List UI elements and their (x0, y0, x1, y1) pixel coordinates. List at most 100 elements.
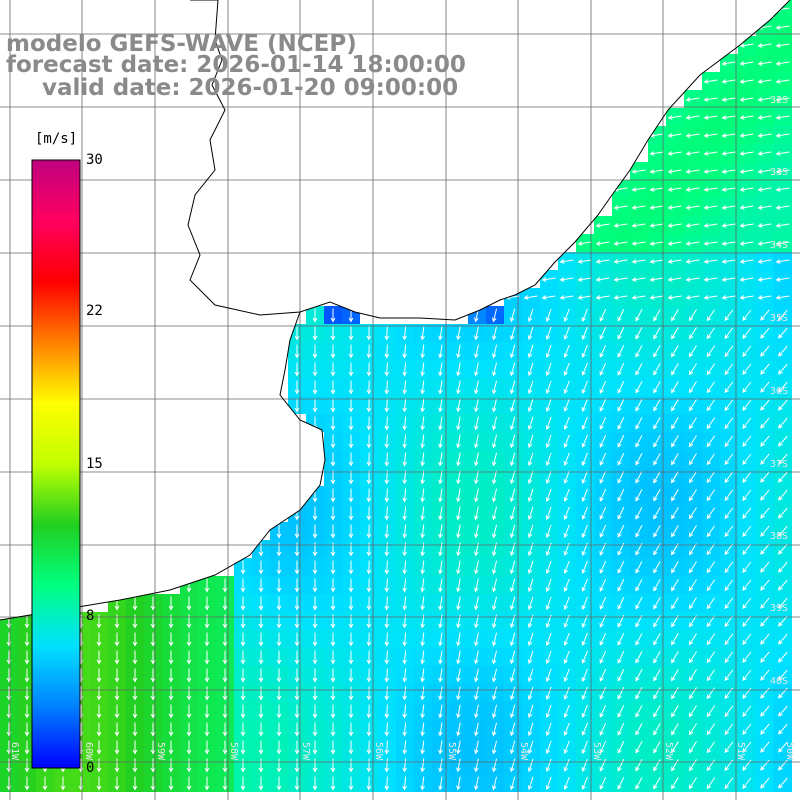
wind-arrow (348, 722, 354, 737)
wind-arrow (631, 187, 646, 192)
wind-arrow (312, 578, 318, 593)
wind-arrow (742, 507, 752, 519)
wind-arrow (294, 632, 300, 647)
wind-arrow (757, 151, 772, 156)
wind-arrow (527, 596, 534, 611)
wind-arrow (474, 470, 479, 485)
wind-arrow (348, 524, 354, 539)
wind-arrow (402, 704, 408, 719)
wind-arrow (294, 758, 300, 773)
wind-arrow (312, 776, 318, 791)
wind-arrow (402, 686, 408, 701)
wind-arrow (742, 723, 752, 735)
wind-arrow (474, 434, 479, 449)
wind-arrow (649, 295, 664, 300)
wind-arrow (150, 632, 156, 647)
wind-arrow (366, 560, 372, 575)
wind-arrow (330, 596, 336, 611)
wind-arrow (474, 380, 479, 395)
wind-arrow (653, 759, 661, 772)
wind-arrow (653, 561, 661, 574)
wind-arrow (559, 295, 574, 300)
wind-arrow (635, 345, 643, 358)
wind-arrow (420, 362, 425, 377)
wind-arrow (617, 488, 625, 502)
wind-arrow (581, 506, 588, 520)
wind-arrow (312, 326, 318, 341)
wind-arrow (581, 650, 588, 664)
wind-arrow (438, 416, 443, 431)
wind-arrow (258, 776, 264, 791)
wind-arrow (563, 326, 570, 341)
wind-arrow (617, 722, 625, 736)
wind-arrow (760, 471, 770, 483)
wind-arrow (294, 776, 300, 791)
wind-arrow (402, 722, 408, 737)
wind-arrow (456, 488, 461, 503)
wind-arrow (721, 79, 736, 84)
wind-arrow (742, 561, 752, 573)
wind-arrow (724, 615, 734, 628)
wind-arrow (366, 398, 372, 413)
wind-arrow (721, 97, 736, 102)
wind-arrow (456, 632, 461, 647)
wind-arrow (778, 651, 788, 663)
wind-arrow (685, 241, 700, 246)
wind-arrow (653, 777, 661, 790)
wind-arrow (760, 525, 770, 537)
wind-arrow (778, 399, 788, 411)
wind-arrow (545, 362, 552, 377)
wind-arrow (581, 488, 588, 502)
wind-arrow (258, 740, 264, 755)
wind-arrow (635, 759, 643, 772)
wind-arrow (527, 686, 534, 701)
wind-arrow (491, 488, 498, 503)
lon-label-50w: 50W (784, 742, 795, 761)
wind-arrow (402, 470, 408, 485)
wind-arrow (635, 687, 643, 700)
wind-arrow (312, 740, 318, 755)
wind-arrow (688, 597, 697, 610)
wind-arrow (757, 223, 772, 228)
wind-arrow (312, 650, 318, 665)
wind-arrow (703, 97, 718, 102)
wind-arrow (204, 578, 210, 593)
wind-arrow (150, 776, 156, 791)
wind-arrow (757, 241, 772, 246)
wind-arrow (742, 327, 752, 339)
wind-arrow (671, 633, 679, 646)
wind-arrow (330, 362, 336, 377)
wind-arrow (541, 295, 556, 300)
wind-arrow (312, 758, 318, 773)
wind-arrow (420, 434, 425, 449)
wind-arrow (366, 632, 372, 647)
wind-arrow (132, 632, 138, 647)
wind-arrow (688, 417, 697, 430)
wind-arrow (276, 596, 282, 611)
wind-arrow (294, 740, 300, 755)
wind-arrow (222, 758, 228, 773)
wind-arrow (545, 686, 552, 701)
wind-arrow (366, 326, 372, 341)
wind-arrow (456, 470, 461, 485)
wind-arrow (366, 686, 372, 701)
wind-arrow (24, 758, 30, 773)
wind-arrow (778, 561, 788, 573)
wind-arrow (186, 596, 192, 611)
wind-arrow (760, 597, 770, 609)
wind-arrow (635, 363, 643, 376)
wind-arrow (775, 43, 790, 48)
wind-arrow (742, 417, 752, 429)
colorbar-unit: [m/s] (33, 131, 80, 147)
wind-arrow (474, 578, 479, 593)
wind-arrow (438, 506, 443, 521)
wind-arrow (541, 277, 556, 282)
wind-arrow (456, 722, 461, 737)
wind-arrow (312, 704, 318, 719)
wind-arrow (420, 686, 425, 701)
wind-arrow (724, 417, 734, 430)
wind-arrow (563, 380, 570, 395)
wind-arrow (509, 740, 516, 755)
wind-arrow (509, 596, 516, 611)
wind-arrow (563, 650, 570, 665)
